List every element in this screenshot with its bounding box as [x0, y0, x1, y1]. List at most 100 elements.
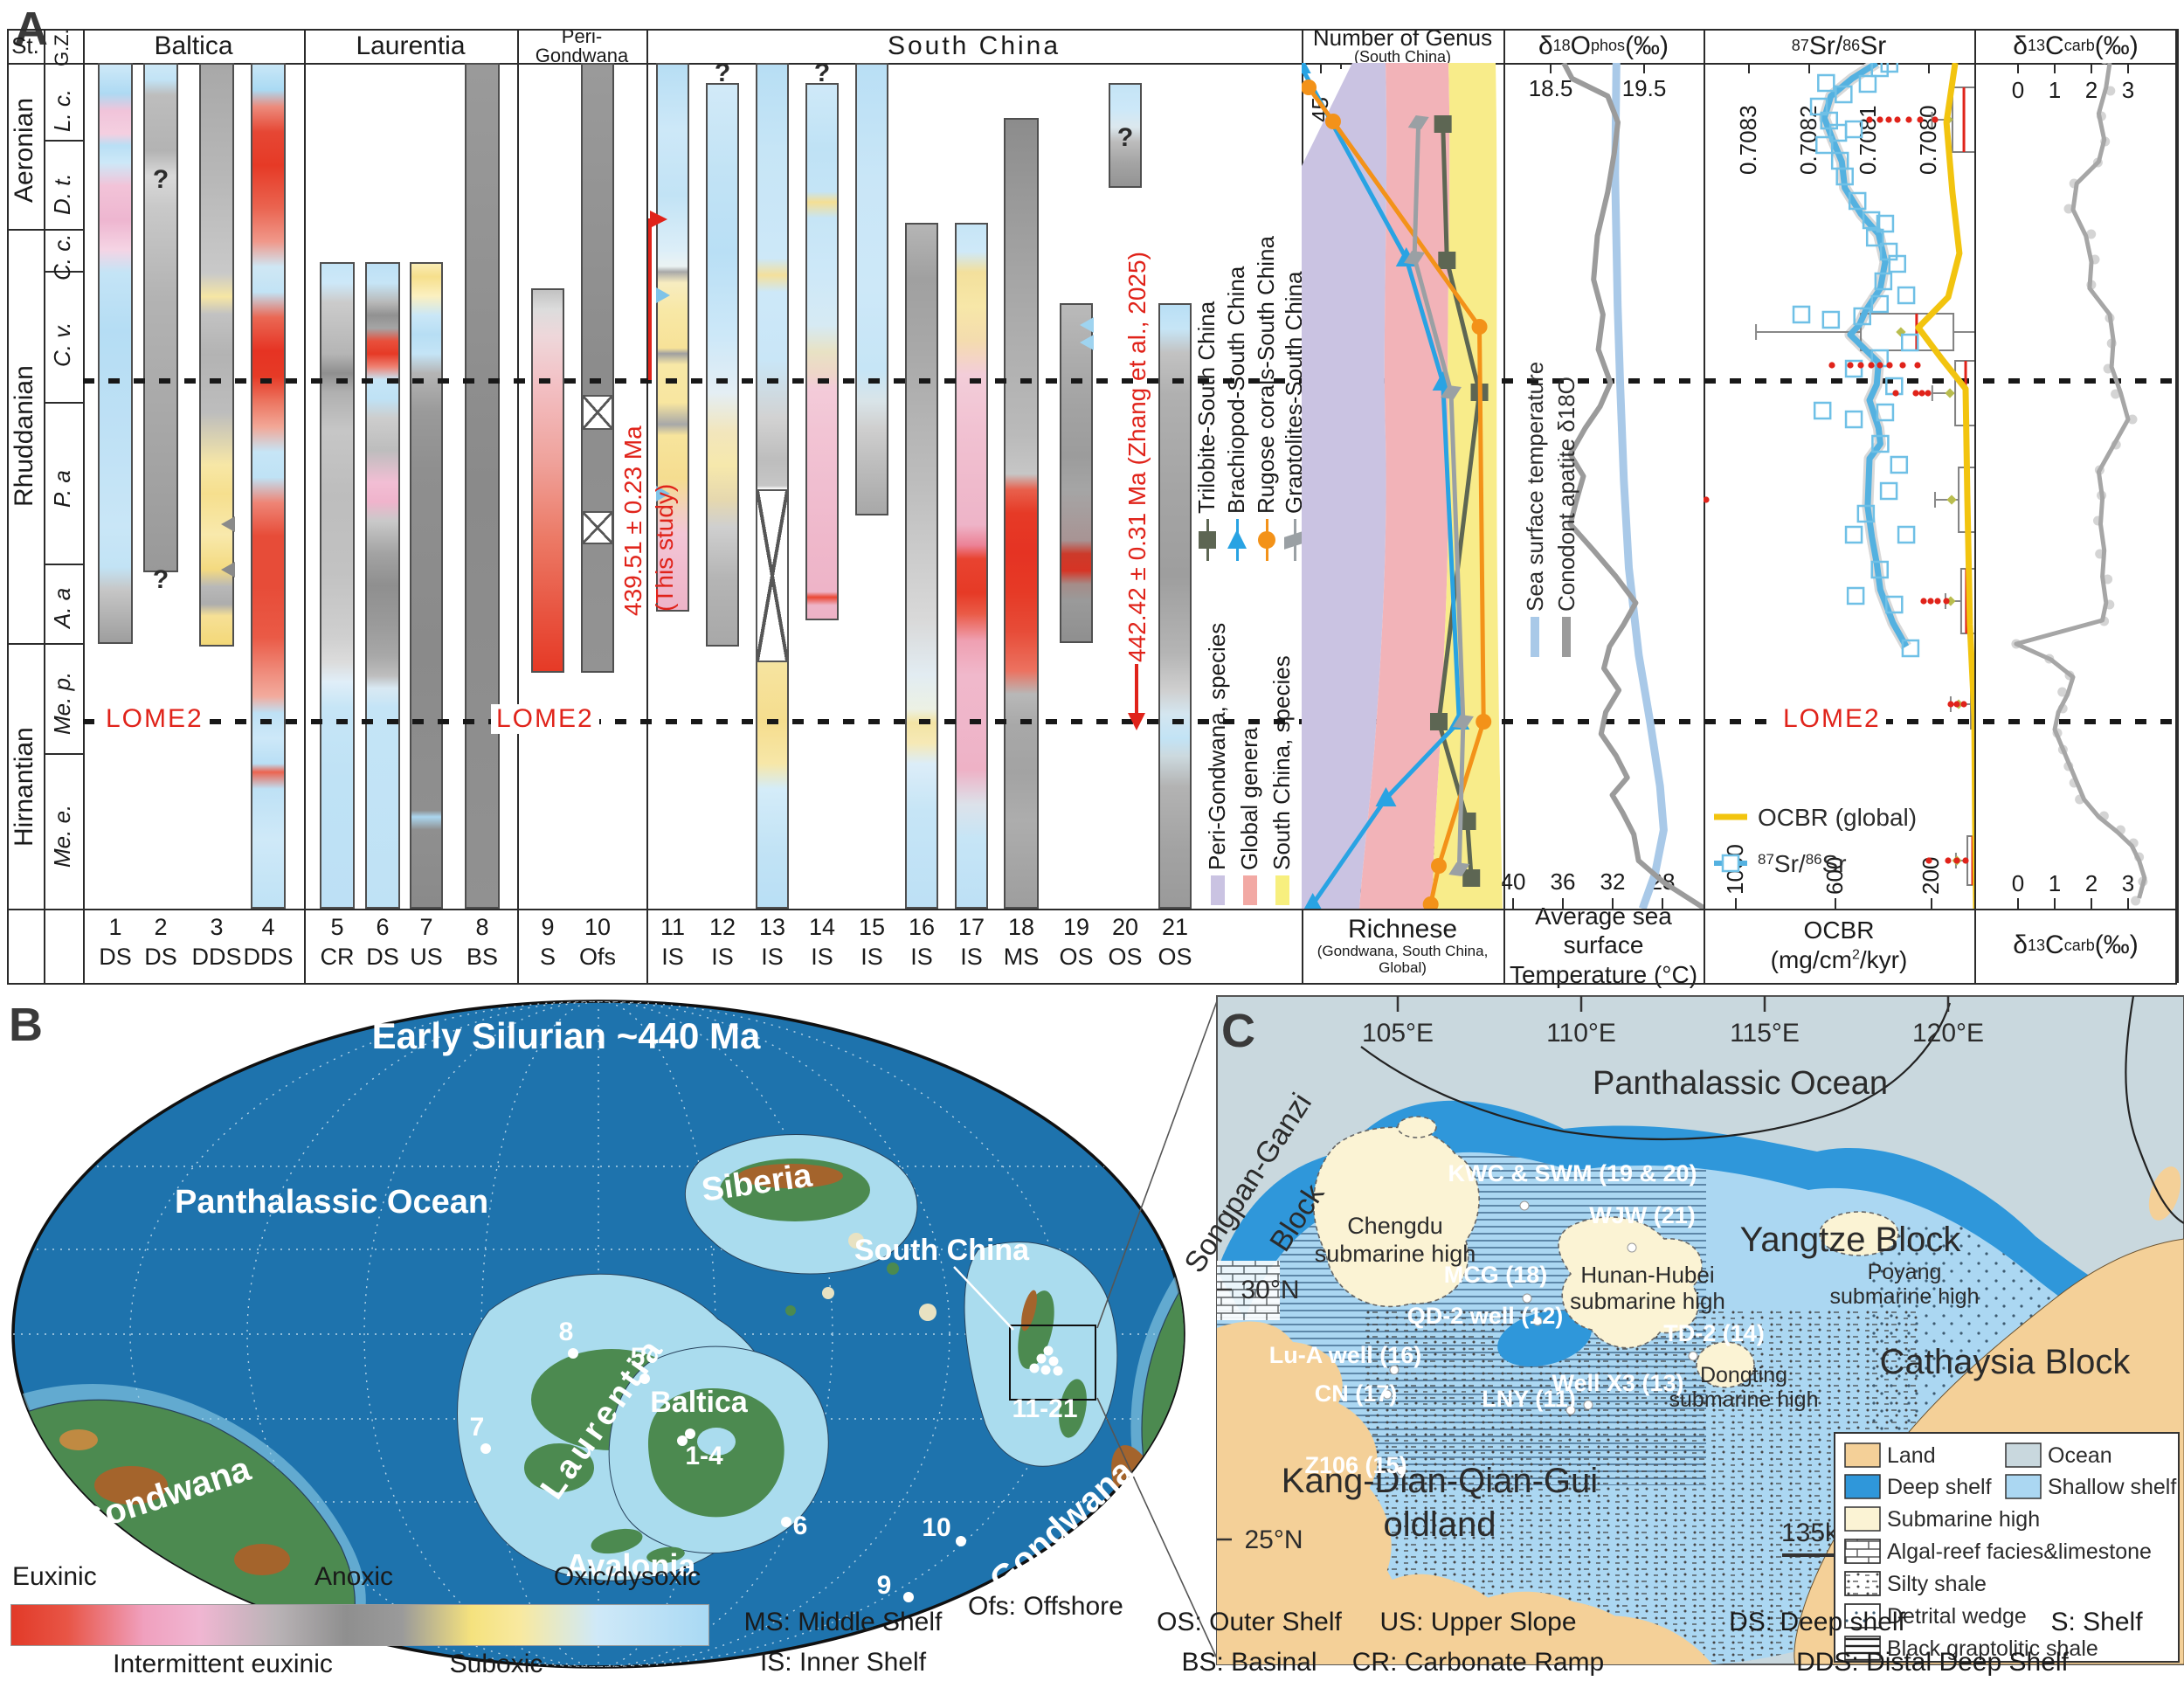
- well-label: MCG (18): [1444, 1262, 1548, 1288]
- avalonia-land: [646, 1546, 685, 1564]
- label-chengdu-1: Chengdu: [1347, 1213, 1443, 1239]
- strat-column-10: [581, 63, 614, 673]
- sr-sample-square: [1858, 74, 1877, 93]
- line: [1512, 898, 1514, 909]
- path: [1303, 893, 1322, 909]
- red-outlier-dot: [1885, 116, 1892, 123]
- zone-label: C. c.: [48, 233, 75, 281]
- line: [7, 63, 2177, 65]
- d13c-sub: carb: [2063, 37, 2095, 54]
- column-environment: S: [539, 944, 556, 970]
- strat-column-11: [656, 63, 689, 612]
- minor-tick: [1340, 63, 1343, 69]
- line: [2175, 29, 2177, 983]
- envelope-global-genera: [1359, 63, 1450, 909]
- sst-label-1: Average sea surface: [1535, 902, 1672, 959]
- column-number: 8: [475, 914, 489, 940]
- richness-swatch: [1211, 875, 1225, 905]
- column-number: 6: [376, 914, 390, 940]
- red-outlier-dot: [1960, 701, 1967, 708]
- red-outlier-dot: [1947, 701, 1954, 708]
- map-legend-label: Black graptolitic shale: [1887, 1636, 2098, 1661]
- red-outlier-dot: [1828, 362, 1835, 369]
- circle: [1324, 114, 1341, 129]
- south-china-arrow: [953, 1266, 1014, 1331]
- column-environment: DS: [366, 944, 399, 970]
- column-number: 9: [541, 914, 555, 940]
- d13c-point: [2131, 896, 2141, 906]
- sr-sample-square: [1888, 254, 1906, 273]
- connector-line-bottom: [1096, 1397, 1218, 1659]
- rect: [1438, 252, 1456, 269]
- column-environment: MS: [1003, 944, 1040, 970]
- red-outlier-dot: [1925, 857, 1932, 864]
- line: [7, 643, 44, 645]
- column-number: 3: [210, 914, 224, 940]
- ocbr-line: [1915, 63, 1974, 909]
- well-label: TD-2 (14): [1663, 1320, 1765, 1346]
- well-label: Lu-A well (16): [1269, 1342, 1422, 1368]
- d13c-point: [2057, 687, 2068, 697]
- age-arrow-stem: [648, 218, 652, 380]
- ocbr-boxplot: [1860, 313, 1955, 351]
- well-label: Well X3 (13): [1552, 1370, 1683, 1396]
- site-number: 10: [922, 1513, 950, 1542]
- rect: [1945, 388, 1955, 398]
- d13c-base: C: [2045, 31, 2064, 60]
- strat-column-2: [143, 63, 178, 572]
- map-legend-label: Land: [1887, 1443, 1936, 1468]
- sr-sample-square: [1870, 294, 1889, 314]
- d13c-line: [2014, 63, 2147, 899]
- question-mark: ?: [152, 565, 169, 594]
- mountains: [234, 1544, 290, 1575]
- well-dot: [1583, 1400, 1593, 1410]
- d13c-panel: [2011, 63, 2148, 906]
- site-number: 7: [470, 1413, 485, 1442]
- strat-column-13: [756, 63, 789, 909]
- d13c-point: [2127, 414, 2138, 425]
- strat-column-14: [805, 83, 839, 620]
- line: [44, 564, 83, 565]
- label-panthalassic-b: Panthalassic Ocean: [175, 1184, 488, 1221]
- zone-label: Me. p.: [48, 671, 75, 736]
- sr-sample-square: [1874, 272, 1893, 291]
- well-dot: [1382, 1389, 1393, 1400]
- column-environment: IS: [811, 944, 833, 970]
- line: [1612, 898, 1614, 909]
- site-star: [1029, 1363, 1040, 1373]
- age-arrow-head: [650, 211, 667, 228]
- sr-sample-square: [1885, 595, 1904, 614]
- line: [44, 753, 83, 755]
- rect: [1844, 1603, 1881, 1629]
- label-kdqg-2: oldland: [1383, 1505, 1496, 1544]
- label-poyang-2: submarine high: [1830, 1284, 1980, 1309]
- d13c-delta: δ: [2013, 31, 2028, 60]
- sr-sample-square: [1876, 214, 1895, 233]
- well-label: Z106 (15): [1304, 1452, 1406, 1478]
- panel-c-label: C: [1221, 1005, 1255, 1057]
- column-environment: DS: [99, 944, 132, 970]
- header-peri-gondwana: Peri- Gondwana: [517, 26, 646, 65]
- label-chengdu-2: submarine high: [1315, 1241, 1476, 1267]
- redox-label: Oxic/dysoxic: [553, 1562, 702, 1591]
- red-outlier-dot: [1899, 362, 1906, 369]
- d13c-axis-tick-bottom: 2: [2084, 870, 2098, 896]
- column-number: 4: [261, 914, 275, 940]
- rect: [1844, 1506, 1881, 1532]
- column-environment: DDS: [243, 944, 294, 970]
- line: [1550, 63, 1552, 73]
- red-outlier-dot: [1876, 362, 1883, 369]
- red-outlier-dot: [1704, 496, 1710, 503]
- site-dot: [781, 1517, 791, 1527]
- site-star: [1043, 1345, 1054, 1356]
- line: [1931, 898, 1932, 909]
- line: [1735, 898, 1737, 909]
- column-environment: IS: [960, 944, 983, 970]
- strat-column-1: [98, 63, 133, 644]
- site-dot: [568, 1348, 578, 1359]
- sr-sample-square: [1846, 586, 1865, 605]
- site-star: [1053, 1366, 1063, 1376]
- axis-label-richness: Richnese (Gondwana, South China, Global): [1302, 910, 1503, 980]
- well-dot: [1532, 1316, 1543, 1326]
